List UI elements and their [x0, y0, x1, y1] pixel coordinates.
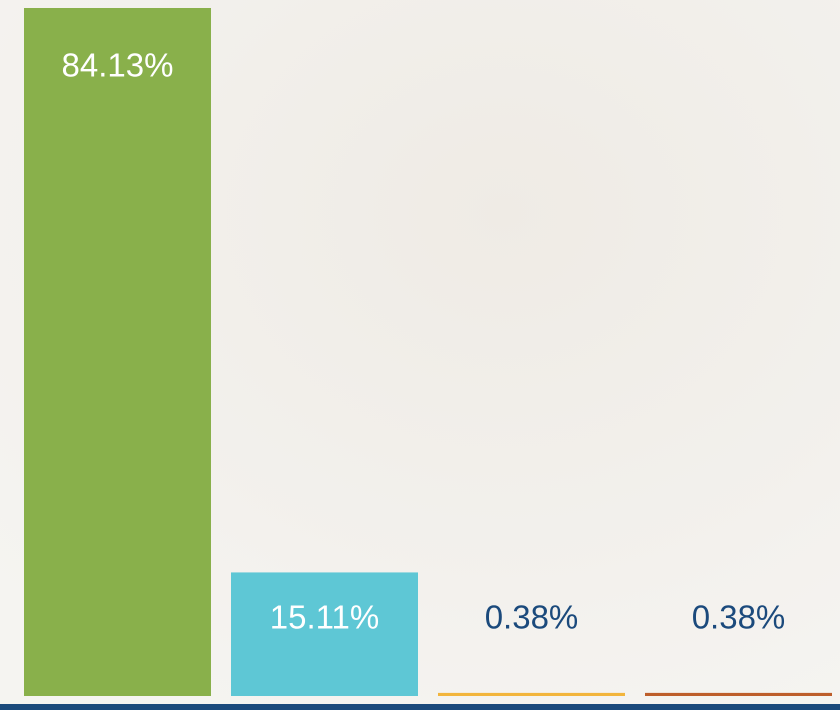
- bar: [645, 692, 832, 696]
- bar: [24, 8, 211, 696]
- value-label: 84.13%: [62, 47, 174, 84]
- bar: [231, 572, 418, 696]
- baseline: [0, 704, 840, 710]
- value-label: 0.38%: [692, 599, 786, 636]
- value-label: 0.38%: [485, 599, 579, 636]
- bar: [438, 692, 625, 696]
- value-label: 15.11%: [270, 599, 379, 636]
